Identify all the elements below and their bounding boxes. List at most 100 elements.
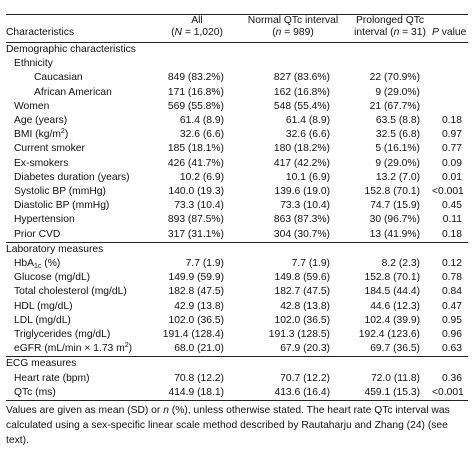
- table-row: eGFR (mL/min × 1.73 m2) 68.0 (21.0) 67.9 (…: [6, 342, 468, 357]
- cell-prolonged: 5 (16.1%): [375, 143, 420, 155]
- cell-prolonged: 13 (41.9%): [369, 228, 420, 240]
- table-row: HDL (mg/dL) 42.9 (13.8) 42.8 (13.8) 44.6 (1…: [6, 300, 468, 314]
- row-label: LDL (mg/dL): [14, 314, 71, 326]
- row-label: eGFR (mL/min × 1.73 m2): [14, 342, 133, 355]
- cell-all: 73.3 (10.4): [174, 200, 224, 212]
- cell-prolonged: 8.2 (2.3): [381, 258, 420, 270]
- table-row: Total cholesterol (mg/dL) 182.8 (47.5) 182…: [6, 285, 468, 299]
- table-row: Triglycerides (mg/dL) 191.4 (128.4) 191.3 …: [6, 328, 468, 342]
- cell-p-value: 0.18: [441, 228, 462, 240]
- cell-normal: 417 (42.2%): [273, 157, 330, 169]
- header-p-value: P value: [432, 27, 467, 38]
- table-body: Demographic characteristics Ethnicity Cauc…: [6, 42, 468, 401]
- header-all: All (N = 1,020): [171, 15, 223, 38]
- cell-p-value: 0.77: [441, 143, 462, 155]
- table-row: Ethnicity: [6, 57, 468, 71]
- cell-p-value: 0.45: [441, 200, 462, 212]
- cell-p-value: 0.09: [441, 157, 462, 169]
- cell-normal: 7.7 (1.9): [291, 258, 330, 270]
- cell-normal: 180 (18.2%): [273, 143, 330, 155]
- section-heading: Laboratory measures: [6, 243, 468, 257]
- cell-p-value: [432, 71, 468, 85]
- cell-prolonged: 30 (96.7%): [369, 214, 420, 226]
- cell-prolonged: 63.5 (8.8): [375, 115, 420, 127]
- cell-all: 182.8 (47.5): [168, 286, 224, 298]
- cell-normal: 10.1 (6.9): [285, 171, 330, 183]
- table-row: Ex-smokers 426 (41.7%) 417 (42.2%) 9 (29.0%…: [6, 157, 468, 171]
- cell-all: 893 (87.5%): [167, 214, 224, 226]
- cell-all: 70.8 (12.2): [174, 372, 224, 384]
- cell-prolonged: 459.1 (15.3): [364, 386, 420, 398]
- row-label: Heart rate (bpm): [14, 372, 90, 384]
- table-row: Glucose (mg/dL) 149.9 (59.9) 149.8 (59.6) 1…: [6, 271, 468, 285]
- cell-p-value: 0.95: [441, 314, 462, 326]
- cell-p-value: [432, 86, 468, 100]
- cell-prolonged: 69.7 (36.5): [370, 343, 420, 355]
- cell-all: 68.0 (21.0): [174, 343, 224, 355]
- row-label: Ethnicity: [14, 58, 53, 70]
- cell-prolonged: 184.5 (44.4): [364, 286, 420, 298]
- cell-prolonged: 102.4 (39.9): [364, 314, 420, 326]
- bottom-rule: [6, 400, 468, 402]
- cell-prolonged: 9 (29.0%): [375, 157, 420, 169]
- table-row: Diabetes duration (years) 10.2 (6.9) 10.1 …: [6, 171, 468, 185]
- cell-all: 102.0 (36.5): [168, 314, 224, 326]
- cell-normal: 413.6 (16.4): [274, 386, 330, 398]
- cell-normal: 70.7 (12.2): [280, 372, 330, 384]
- cell-all: [156, 57, 238, 71]
- cell-normal: 32.6 (6.6): [285, 129, 330, 141]
- row-label: African American: [34, 86, 112, 98]
- cell-p-value: 0.97: [441, 129, 462, 141]
- cell-prolonged: 32.5 (6.8): [375, 129, 420, 141]
- cell-all: 7.7 (1.9): [185, 258, 224, 270]
- cell-all: 61.4 (8.9): [179, 115, 224, 127]
- cell-p-value: 0.47: [441, 300, 462, 312]
- cell-p-value: 0.36: [441, 372, 462, 384]
- cell-all: 32.6 (6.6): [179, 129, 224, 141]
- row-label: Diabetes duration (years): [14, 171, 130, 183]
- section-heading: Demographic characteristics: [6, 43, 468, 57]
- row-label: Caucasian: [34, 72, 83, 84]
- section-divider: [6, 356, 468, 358]
- table-row: Women 569 (55.8%) 548 (55.4%) 21 (67.7%): [6, 100, 468, 114]
- cell-all: 426 (41.7%): [167, 157, 224, 169]
- cell-normal: 162 (16.8%): [273, 86, 330, 98]
- cell-normal: 191.3 (128.5): [268, 329, 330, 341]
- cell-all: 10.2 (6.9): [179, 171, 224, 183]
- cell-prolonged: 152.8 (70.1): [364, 186, 420, 198]
- cell-p-value: <0.001: [432, 186, 464, 198]
- row-label: HbA1c (%): [14, 258, 61, 271]
- cell-all: 140.0 (19.3): [168, 186, 224, 198]
- table-row: QTc (ms) 414.9 (18.1) 413.6 (16.4) 459.1 (1…: [6, 386, 468, 400]
- table-row: Systolic BP (mmHg) 140.0 (19.3) 139.6 (19.…: [6, 185, 468, 199]
- row-label: Glucose (mg/dL): [14, 272, 91, 284]
- cell-p-value: 0.12: [441, 258, 462, 270]
- cell-normal: 139.6 (19.0): [274, 186, 330, 198]
- cell-all: 849 (83.2%): [167, 72, 224, 84]
- section-divider: [6, 42, 468, 43]
- section-title: Demographic characteristics: [6, 44, 136, 55]
- cell-normal: 304 (30.7%): [273, 228, 330, 240]
- cell-prolonged: 192.4 (123.6): [358, 329, 420, 341]
- cell-prolonged: 72.0 (11.8): [370, 372, 420, 384]
- cell-prolonged: 44.6 (12.3): [370, 300, 420, 312]
- cell-all: 414.9 (18.1): [168, 386, 224, 398]
- cell-normal: 149.8 (59.6): [274, 272, 330, 284]
- row-label: Current smoker: [14, 143, 85, 155]
- cell-all: 569 (55.8%): [167, 100, 224, 112]
- table-row: Age (years) 61.4 (8.9) 61.4 (8.9) 63.5 (8.8…: [6, 114, 468, 128]
- row-label: HDL (mg/dL): [14, 300, 73, 312]
- characteristics-table: Characteristics All (N = 1,020) Normal Q…: [6, 15, 468, 400]
- cell-prolonged: 22 (70.9%): [369, 72, 420, 84]
- cell-normal: 73.3 (10.4): [280, 200, 330, 212]
- row-label: QTc (ms): [14, 386, 56, 398]
- cell-normal: 42.8 (13.8): [280, 300, 330, 312]
- row-label: Triglycerides (mg/dL): [14, 329, 111, 341]
- top-rule: [6, 14, 468, 15]
- table-row: Current smoker 185 (18.1%) 180 (18.2%) 5 (1…: [6, 142, 468, 156]
- row-label: Women: [14, 100, 50, 112]
- header-characteristics: Characteristics: [6, 27, 75, 38]
- cell-prolonged: 74.7 (15.9): [370, 200, 420, 212]
- cell-p-value: <0.001: [432, 386, 464, 398]
- table-row: LDL (mg/dL) 102.0 (36.5) 102.0 (36.5) 102.4…: [6, 314, 468, 328]
